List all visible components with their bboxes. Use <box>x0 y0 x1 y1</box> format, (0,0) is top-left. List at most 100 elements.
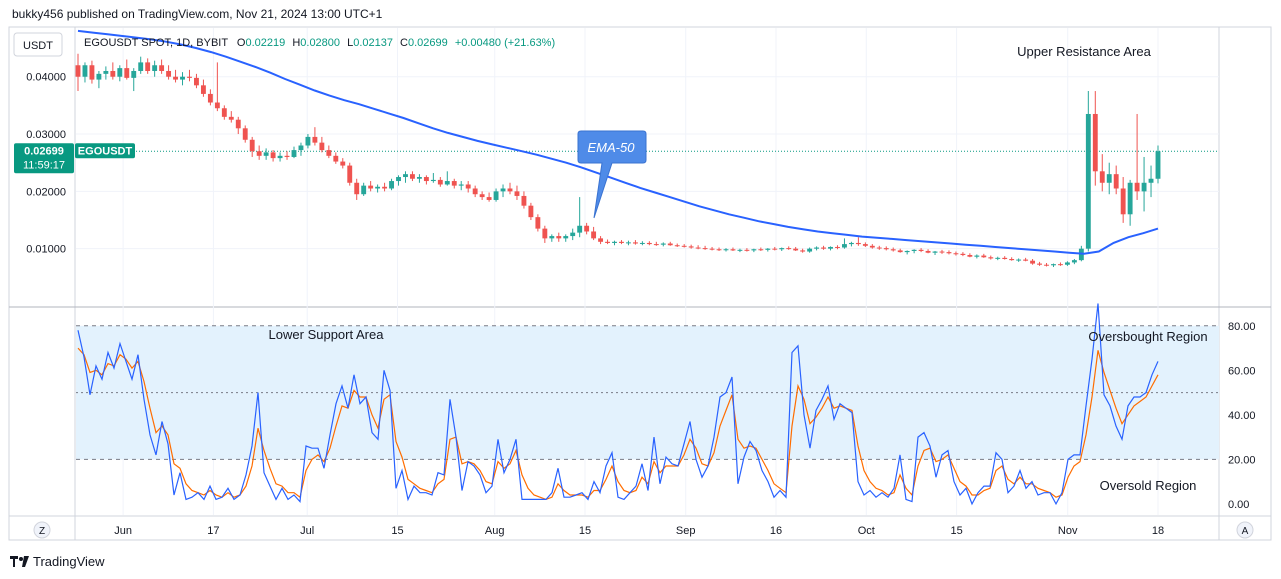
candle <box>883 246 889 251</box>
candle <box>430 173 436 183</box>
candle <box>465 181 471 193</box>
high-value: 0.02800 <box>300 37 340 49</box>
candle <box>612 240 617 246</box>
candle <box>117 65 123 82</box>
change-value: +0.00480 (+21.63%) <box>455 37 555 49</box>
candle <box>124 59 130 80</box>
candlestick-series <box>75 53 1161 268</box>
last-price-badge: 0.02699 11:59:17 EGOUSDT <box>14 143 135 174</box>
auto-scale-button[interactable] <box>1236 521 1254 539</box>
time-tick-label: 15 <box>391 525 403 537</box>
candle <box>925 249 931 254</box>
candle <box>779 247 785 251</box>
candle <box>1016 258 1022 262</box>
rsi-tick-label: 0.00 <box>1228 499 1249 511</box>
candle <box>110 62 116 80</box>
candle <box>403 171 408 183</box>
candle <box>277 152 283 162</box>
candle <box>549 234 555 242</box>
low-value: 0.02137 <box>353 37 393 49</box>
candle <box>862 242 868 247</box>
candle <box>82 62 88 83</box>
candle <box>681 244 687 248</box>
candle <box>228 111 234 123</box>
candle <box>396 175 401 186</box>
tradingview-logo[interactable]: TradingView <box>10 554 105 569</box>
candle <box>904 250 910 255</box>
overbought-label: Oversbought Region <box>1088 329 1207 344</box>
candle <box>1023 257 1029 262</box>
candle <box>389 178 394 191</box>
currency-label: USDT <box>23 40 53 52</box>
rsi-tick-label: 60.00 <box>1228 365 1256 377</box>
price-tick-label: 0.03000 <box>26 129 66 141</box>
time-axis-labels[interactable]: Jun 17 Jul 15 Aug 15 Sep 16 Oct 15 Nov 18 <box>114 525 1164 537</box>
candle <box>270 150 276 162</box>
candle <box>1141 156 1147 212</box>
candle <box>626 240 631 246</box>
timezone-button[interactable] <box>33 521 51 539</box>
candle <box>354 178 360 200</box>
candle <box>382 182 388 192</box>
candle <box>577 197 583 238</box>
candle <box>423 175 429 185</box>
candle <box>653 241 659 246</box>
candle <box>758 247 764 251</box>
time-tick-label: 15 <box>950 525 962 537</box>
high-label: H <box>292 37 300 49</box>
candle <box>1127 179 1133 226</box>
candle <box>911 249 917 254</box>
candle <box>187 69 192 82</box>
lower-support-label: Lower Support Area <box>269 327 385 342</box>
price-tick-label: 0.04000 <box>26 72 66 84</box>
close-value: 0.02699 <box>408 37 448 49</box>
candle <box>946 250 952 255</box>
candle <box>563 234 569 242</box>
candle <box>472 185 478 198</box>
candle <box>556 232 562 242</box>
candle <box>1085 91 1091 252</box>
low-label: L <box>347 37 353 49</box>
candle <box>528 202 534 221</box>
candle <box>667 241 673 246</box>
candle <box>486 192 492 202</box>
candle <box>807 247 813 253</box>
candle <box>702 245 708 250</box>
currency-button[interactable] <box>13 32 63 57</box>
candle <box>1099 154 1105 192</box>
oversold-label: Oversold Region <box>1100 478 1197 493</box>
candle <box>214 62 220 112</box>
candle <box>340 158 346 169</box>
candle <box>479 191 485 200</box>
candle <box>695 245 701 250</box>
candle <box>598 236 604 245</box>
candle <box>138 56 144 74</box>
candle <box>194 73 199 89</box>
time-tick-label: Sep <box>676 525 696 537</box>
candle <box>646 241 652 246</box>
candle <box>674 243 680 247</box>
candle <box>361 182 367 196</box>
candle <box>242 125 248 143</box>
rsi-axis-labels[interactable]: 80.00 60.00 40.00 20.00 0.00 <box>1228 321 1256 511</box>
time-tick-label: 15 <box>579 525 591 537</box>
price-axis-labels[interactable]: 0.04000 0.03000 0.02000 0.01000 <box>26 72 66 256</box>
candle <box>1106 162 1112 195</box>
rsi-tick-label: 80.00 <box>1228 321 1256 333</box>
candle <box>848 241 854 247</box>
candle <box>1071 258 1077 265</box>
candle <box>688 244 694 249</box>
candle <box>514 185 520 200</box>
candle <box>786 246 792 250</box>
last-price-symbol: EGOUSDT <box>78 145 133 157</box>
candle <box>570 228 576 241</box>
open-label: O <box>237 37 246 49</box>
price-tick-label: 0.02000 <box>26 186 66 198</box>
candle <box>1134 113 1140 200</box>
time-tick-label: Nov <box>1058 525 1078 537</box>
candle <box>953 251 959 256</box>
candle <box>974 254 980 259</box>
candle <box>960 252 966 257</box>
candle <box>221 105 227 120</box>
